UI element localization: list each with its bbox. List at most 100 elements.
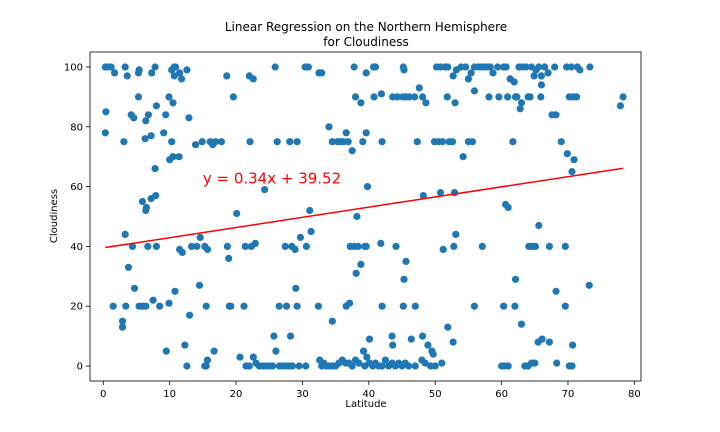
data-point <box>130 284 139 292</box>
data-point <box>522 63 530 71</box>
data-point <box>352 269 360 277</box>
data-point <box>513 93 521 101</box>
x-axis-ticks: 0 10 20 30 40 50 60 70 80 <box>100 381 641 400</box>
data-point <box>438 138 447 146</box>
data-point <box>233 209 241 218</box>
data-point <box>170 72 178 80</box>
data-point <box>171 287 179 295</box>
data-point <box>202 362 210 370</box>
data-point <box>485 93 493 101</box>
data-point <box>169 99 177 107</box>
data-point <box>354 242 362 250</box>
data-point <box>120 138 128 146</box>
data-point <box>424 341 432 349</box>
data-point <box>227 302 235 310</box>
data-point <box>178 75 186 83</box>
data-point <box>342 129 350 137</box>
data-point <box>531 242 540 250</box>
data-point <box>142 302 150 310</box>
data-point <box>511 275 520 283</box>
data-point <box>381 356 389 364</box>
data-point <box>144 242 152 250</box>
data-point <box>217 138 225 146</box>
data-point <box>348 362 356 370</box>
data-point <box>348 147 356 155</box>
data-point <box>241 242 249 250</box>
data-point <box>273 138 281 146</box>
data-point <box>121 230 129 238</box>
data-point <box>439 245 447 253</box>
data-point <box>203 356 212 364</box>
data-point <box>363 353 371 361</box>
data-point <box>246 138 254 146</box>
data-point <box>118 317 127 325</box>
data-point <box>500 302 508 310</box>
data-point <box>188 242 196 250</box>
data-point <box>511 302 519 310</box>
y-tick-label: 100 <box>64 62 83 73</box>
data-point <box>357 260 365 268</box>
data-point <box>413 138 421 146</box>
data-point <box>541 63 549 71</box>
data-point <box>165 93 173 101</box>
data-point <box>296 233 304 241</box>
data-point <box>377 239 385 247</box>
data-point <box>350 63 358 71</box>
chart-title-line-2: for Cloudiness <box>323 35 408 49</box>
data-point <box>431 362 439 370</box>
data-point <box>245 362 253 370</box>
regression-line <box>105 167 624 249</box>
x-tick-label: 80 <box>628 389 641 400</box>
data-point <box>149 296 157 304</box>
data-point <box>568 362 576 370</box>
data-point <box>183 362 191 370</box>
data-point <box>183 66 191 74</box>
data-point <box>124 263 133 271</box>
data-point <box>223 72 231 80</box>
data-point <box>538 335 546 343</box>
data-point <box>552 111 560 119</box>
data-point <box>211 138 220 146</box>
data-point <box>295 362 303 370</box>
data-point <box>393 93 401 101</box>
data-point <box>378 362 386 370</box>
regression-equation: y = 0.34x + 39.52 <box>203 170 341 188</box>
y-tick-label: 80 <box>70 122 83 133</box>
y-axis-label: Cloudiness <box>49 189 60 243</box>
data-point <box>563 150 571 158</box>
data-point <box>134 93 143 101</box>
data-point <box>292 284 300 292</box>
x-tick-label: 30 <box>296 389 309 400</box>
data-point <box>196 233 204 241</box>
data-point <box>291 245 299 253</box>
data-point <box>388 332 396 340</box>
y-tick-label: 0 <box>77 362 83 373</box>
data-point <box>470 302 478 310</box>
data-point <box>175 153 183 161</box>
data-point <box>185 114 193 122</box>
data-point <box>169 153 177 161</box>
data-point <box>109 302 117 310</box>
data-point <box>314 302 322 310</box>
regression-line-group <box>105 167 624 249</box>
data-point <box>411 362 419 370</box>
data-point <box>526 93 534 101</box>
data-point <box>302 362 310 370</box>
data-point <box>306 206 314 215</box>
data-point <box>275 302 283 310</box>
data-point <box>557 138 565 146</box>
data-point <box>357 99 365 107</box>
data-point <box>122 302 130 310</box>
data-point <box>362 69 370 77</box>
data-point <box>419 332 427 340</box>
data-point <box>359 347 368 355</box>
data-point <box>535 221 543 230</box>
data-point <box>353 212 361 221</box>
data-point <box>152 102 160 110</box>
data-point <box>545 242 554 250</box>
data-point <box>152 242 160 250</box>
data-point <box>619 93 627 101</box>
data-point <box>172 63 180 71</box>
data-point <box>616 102 625 110</box>
data-point <box>225 254 233 262</box>
